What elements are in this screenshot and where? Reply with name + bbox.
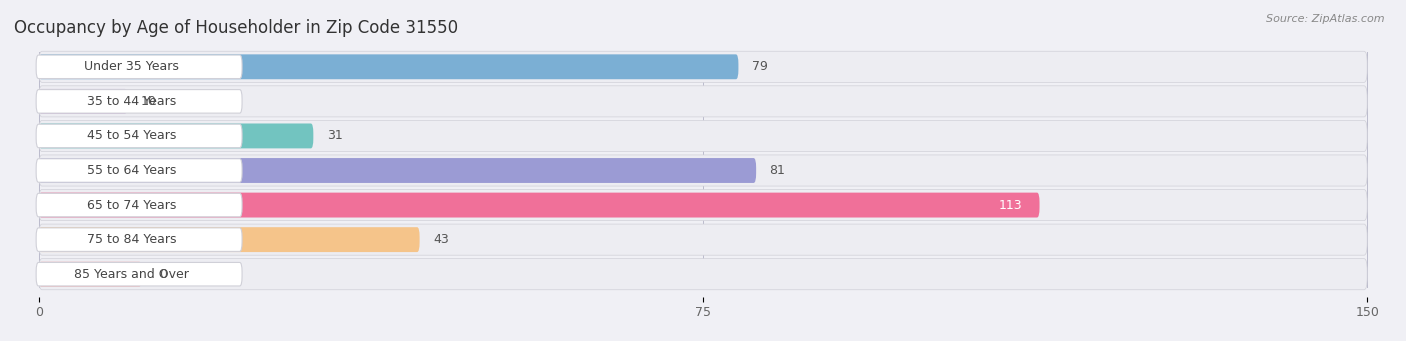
FancyBboxPatch shape	[37, 228, 242, 251]
Text: Occupancy by Age of Householder in Zip Code 31550: Occupancy by Age of Householder in Zip C…	[14, 19, 458, 37]
FancyBboxPatch shape	[39, 54, 738, 79]
Text: 35 to 44 Years: 35 to 44 Years	[87, 95, 176, 108]
FancyBboxPatch shape	[37, 193, 242, 217]
Text: 85 Years and Over: 85 Years and Over	[75, 268, 188, 281]
Text: 10: 10	[141, 95, 156, 108]
Text: 55 to 64 Years: 55 to 64 Years	[87, 164, 176, 177]
FancyBboxPatch shape	[39, 224, 1367, 255]
FancyBboxPatch shape	[39, 89, 128, 114]
Text: 75 to 84 Years: 75 to 84 Years	[87, 233, 176, 246]
Text: 113: 113	[998, 198, 1022, 211]
FancyBboxPatch shape	[37, 124, 242, 148]
FancyBboxPatch shape	[39, 262, 142, 287]
Text: 65 to 74 Years: 65 to 74 Years	[87, 198, 176, 211]
Text: 0: 0	[159, 268, 167, 281]
Text: 79: 79	[752, 60, 768, 73]
FancyBboxPatch shape	[37, 159, 242, 182]
FancyBboxPatch shape	[39, 155, 1367, 186]
Text: Under 35 Years: Under 35 Years	[84, 60, 179, 73]
FancyBboxPatch shape	[37, 55, 242, 78]
Text: 43: 43	[433, 233, 449, 246]
FancyBboxPatch shape	[39, 123, 314, 148]
Text: 81: 81	[769, 164, 786, 177]
FancyBboxPatch shape	[39, 227, 419, 252]
FancyBboxPatch shape	[39, 86, 1367, 117]
FancyBboxPatch shape	[39, 190, 1367, 221]
FancyBboxPatch shape	[39, 51, 1367, 83]
FancyBboxPatch shape	[39, 193, 1039, 218]
FancyBboxPatch shape	[39, 120, 1367, 151]
FancyBboxPatch shape	[37, 90, 242, 113]
Text: Source: ZipAtlas.com: Source: ZipAtlas.com	[1267, 14, 1385, 24]
FancyBboxPatch shape	[37, 263, 242, 286]
FancyBboxPatch shape	[39, 258, 1367, 290]
Text: 31: 31	[326, 130, 343, 143]
Text: 45 to 54 Years: 45 to 54 Years	[87, 130, 176, 143]
FancyBboxPatch shape	[39, 158, 756, 183]
